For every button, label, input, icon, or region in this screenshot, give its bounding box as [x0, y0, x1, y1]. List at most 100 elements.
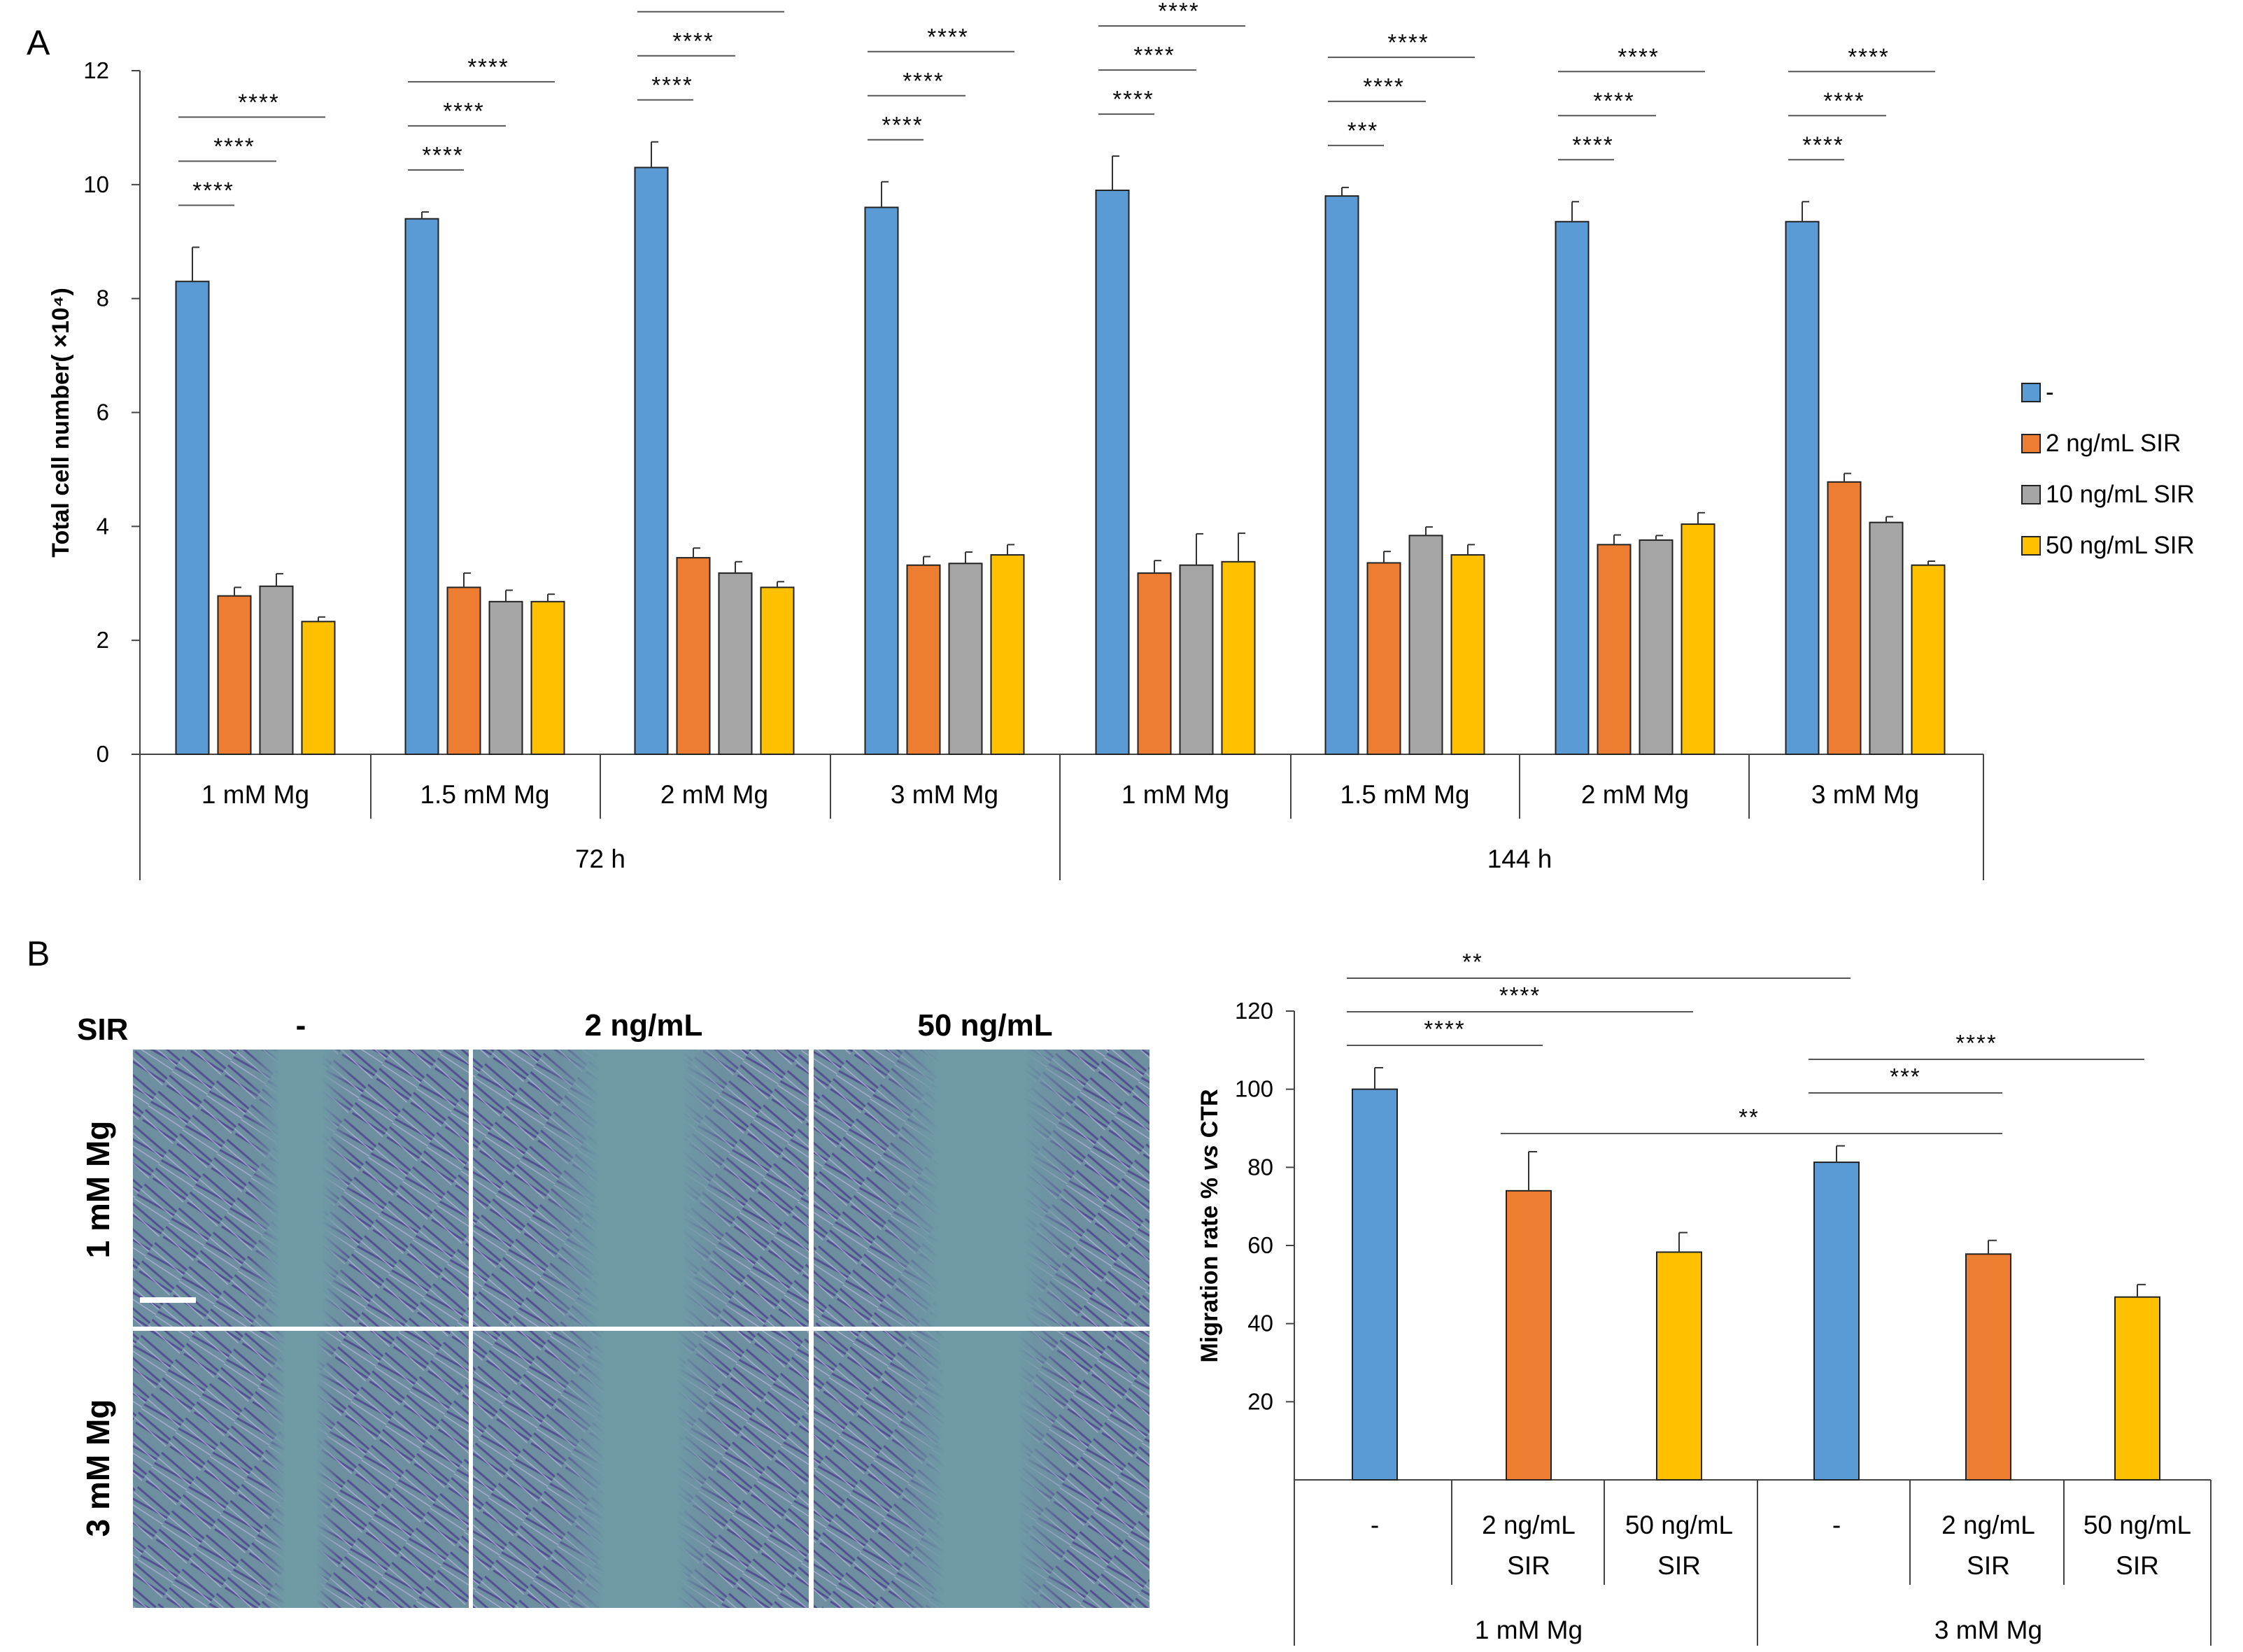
chart-a-bar	[1408, 535, 1443, 755]
scratch-image-wound-gap	[262, 1331, 339, 1608]
chart-a-sig-label: ****	[1158, 0, 1199, 24]
chart-a-sig-label: ****	[651, 72, 693, 98]
chart-a-ytick-label: 10	[83, 171, 109, 197]
chart-a-legend-swatch	[2021, 434, 2041, 453]
chart-b-bar	[2114, 1296, 2160, 1481]
scratch-assay-images: SIR - 2 ng/mL 50 ng/mL 1 mM Mg 3 mM Mg	[77, 1008, 1149, 1608]
chart-a-legend-swatch	[2021, 536, 2041, 556]
chart-b-category-label: 2 ng/mL	[1482, 1511, 1576, 1539]
chart-a-category-label: 1.5 mM Mg	[1340, 780, 1469, 809]
chart-a-bar	[175, 281, 210, 756]
chart-a-sig-label: ****	[238, 89, 279, 115]
chart-b-ytick-label: 100	[1235, 1076, 1273, 1102]
chart-a-bar	[1179, 564, 1214, 755]
chart-b-ytick-label: 60	[1247, 1232, 1273, 1258]
chart-a-bar	[1639, 539, 1674, 756]
chart-b-sig-label: ***	[1890, 1064, 1921, 1089]
chart-b-category-label: 50 ng/mL	[1625, 1511, 1733, 1539]
chart-a-group-label: 144 h	[1487, 845, 1552, 873]
chart-a-sig-label: ****	[1618, 43, 1659, 69]
chart-a-bar	[1681, 523, 1715, 755]
chart-a-ytick-label: 4	[97, 513, 109, 539]
chart-b-category-label: 50 ng/mL	[2083, 1511, 2191, 1539]
chart-a-sig-label: ****	[422, 142, 463, 168]
image-row-label-1: 3 mM Mg	[80, 1399, 116, 1537]
chart-a-bar	[259, 585, 294, 756]
chart-a-sig-label: ****	[443, 98, 484, 124]
chart-b-sig-label: ****	[1424, 1016, 1465, 1042]
chart-b-bar	[1813, 1162, 1860, 1481]
chart-a-legend-swatch	[2021, 383, 2041, 402]
chart-a-category-label: 1.5 mM Mg	[420, 780, 549, 809]
chart-a-sig-label: ****	[1133, 42, 1175, 68]
chart-a-bar	[990, 554, 1025, 756]
chart-a-sig-label: ****	[1823, 87, 1865, 113]
chart-a-bar	[217, 595, 252, 756]
chart-a-bar	[1366, 562, 1401, 755]
chart-a-bar	[1785, 220, 1820, 756]
chart-a-sig-label: ****	[697, 0, 738, 10]
chart-b-bar	[1965, 1253, 2011, 1481]
panel-a-letter: A	[27, 23, 50, 62]
chart-a-sig-label: ****	[1593, 87, 1634, 113]
chart-a-ytick-label: 0	[97, 741, 109, 767]
chart-b-ylabel-vs: vs	[1196, 1145, 1223, 1171]
chart-b-ytick-label: 20	[1247, 1388, 1273, 1414]
scratch-image-wound-gap	[539, 1050, 742, 1327]
image-col-header-0: -	[296, 1008, 306, 1043]
image-col-header-2: 50 ng/mL	[917, 1008, 1052, 1043]
chart-b-category-label: SIR	[1657, 1551, 1701, 1580]
chart-b-sig-label: ****	[1499, 982, 1541, 1008]
chart-a: 0 2 4 6 8 10 12 **** **** **** **** **** **** **** ***…	[83, 0, 2195, 880]
chart-b-ytick-label: 120	[1235, 998, 1273, 1024]
chart-a-ytick-label: 8	[97, 285, 109, 311]
chart-a-bar	[1137, 572, 1172, 755]
chart-a-bar	[301, 621, 336, 756]
chart-a-sig-label: ****	[1848, 43, 1889, 69]
chart-b-category-label: -	[1371, 1511, 1379, 1539]
chart-b-ylabel-main: Migration rate %	[1196, 1171, 1223, 1363]
chart-b-ylabel-tail: CTR	[1196, 1089, 1223, 1144]
chart-b-bar	[1656, 1251, 1702, 1481]
chart-a-legend-swatch	[2021, 485, 2041, 504]
chart-a-sig-label: ****	[467, 54, 509, 80]
chart-b-group-label: 1 mM Mg	[1475, 1616, 1583, 1644]
panel-b-letter: B	[27, 934, 50, 973]
chart-a-sig-label: ****	[672, 28, 714, 54]
image-row-label-0: 1 mM Mg	[80, 1121, 116, 1259]
chart-a-bar	[530, 600, 565, 756]
chart-a-bar	[488, 600, 523, 756]
chart-b-ylabel: Migration rate % vs CTR	[1196, 1089, 1223, 1362]
chart-a-sig-label: ****	[1802, 132, 1844, 157]
chart-a-sig-label: ****	[1363, 73, 1404, 99]
chart-b-ytick-label: 40	[1247, 1311, 1273, 1336]
chart-b-category-label: SIR	[1967, 1551, 2010, 1580]
chart-a-sig-label: ****	[903, 68, 944, 94]
chart-a-legend-label: 50 ng/mL SIR	[2046, 532, 2195, 559]
chart-b-sig-label: **	[1739, 1104, 1760, 1130]
chart-a-ytick-label: 12	[83, 57, 109, 83]
chart-a-bar	[404, 218, 439, 755]
scratch-image-wound-gap	[877, 1050, 1087, 1327]
chart-a-legend-label: 10 ng/mL SIR	[2046, 481, 2195, 508]
chart-a-bar	[948, 563, 983, 755]
chart-a-bar	[1555, 220, 1590, 756]
chart-a-bar	[676, 557, 711, 755]
chart-b-ytick-label: 80	[1247, 1154, 1273, 1180]
chart-a-group-label: 72 h	[575, 845, 625, 873]
chart-a-sig-label: ****	[927, 24, 968, 50]
chart-a-bar	[1597, 544, 1632, 755]
chart-a-ytick-label: 6	[97, 400, 109, 425]
chart-a-bar	[1221, 560, 1256, 755]
chart-a-bar	[906, 564, 941, 755]
chart-a-sig-label: ****	[1387, 29, 1429, 55]
chart-a-ytick-label: 2	[97, 627, 109, 653]
chart-a-category-label: 3 mM Mg	[891, 780, 998, 809]
chart-a-legend-label: -	[2046, 379, 2054, 406]
chart-a-category-label: 2 mM Mg	[660, 780, 768, 809]
chart-a-category-label: 3 mM Mg	[1811, 780, 1919, 809]
chart-b-bar	[1352, 1088, 1398, 1481]
chart-a-category-label: 1 mM Mg	[1122, 780, 1229, 809]
chart-a-bar	[446, 586, 481, 755]
chart-b-category-label: -	[1832, 1511, 1841, 1539]
